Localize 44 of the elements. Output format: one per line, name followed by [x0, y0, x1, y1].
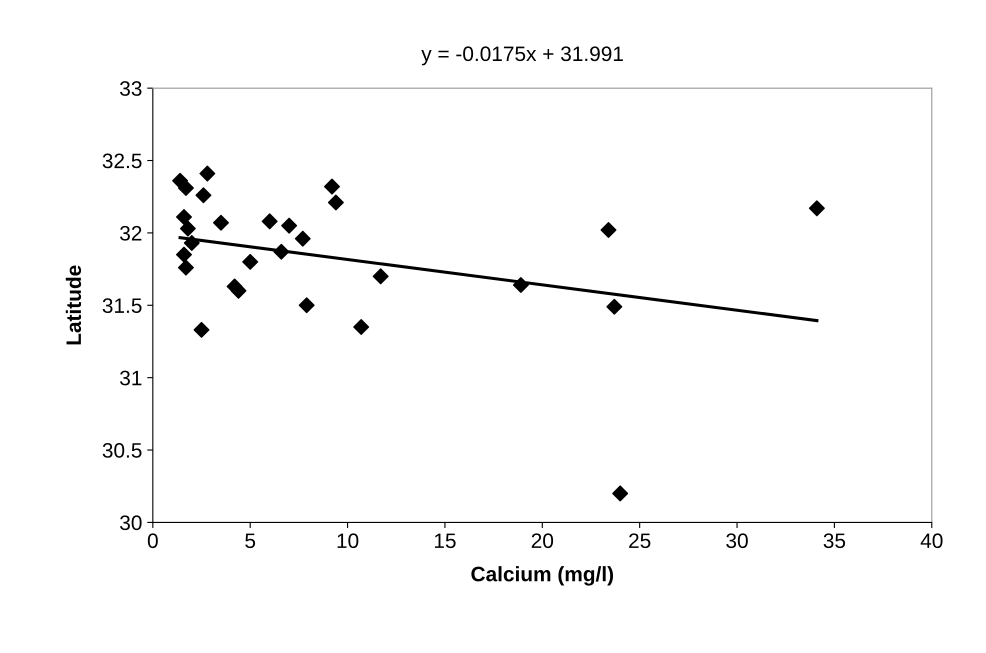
point: [294, 230, 311, 247]
point: [194, 322, 210, 338]
text: y = -0.0175x + 31.991: [421, 46, 623, 66]
point: [281, 218, 298, 234]
point: [180, 220, 196, 237]
point: [273, 244, 290, 260]
point: [353, 319, 370, 335]
point: [372, 268, 389, 284]
x-tick-label: 20: [532, 533, 554, 548]
x-tick-label: 5: [245, 534, 256, 548]
point: [606, 298, 622, 315]
y-tick-label: 30: [120, 515, 142, 530]
point: [328, 194, 344, 210]
x-axis-title: Calcium (mg/l): [471, 566, 614, 586]
x-tick-label: 40: [920, 533, 943, 548]
y-tick-label: 31: [120, 370, 142, 386]
x-tick-label: 25: [629, 533, 650, 548]
point: [176, 209, 192, 225]
y-tick-label: 31.5: [102, 298, 142, 314]
x-tick-label: 0: [148, 533, 158, 548]
y-tick-label: 32: [120, 226, 142, 241]
point: [512, 277, 529, 293]
x-tick-label: 15: [434, 534, 456, 548]
y-tick-label: 32.5: [102, 154, 142, 168]
point: [184, 235, 200, 252]
x-tick-label: 35: [824, 533, 846, 548]
point: [600, 222, 616, 238]
x-tick-label: 10: [338, 533, 358, 548]
point: [612, 485, 628, 502]
point: [199, 166, 216, 182]
point: [176, 246, 192, 263]
y-axis-title: Latitude: [66, 265, 82, 344]
point: [213, 214, 229, 231]
point: [808, 200, 825, 216]
point: [178, 180, 194, 196]
point: [242, 254, 258, 270]
point: [178, 260, 194, 276]
point: [195, 187, 212, 204]
y-tick-label: 33: [120, 81, 142, 96]
point: [262, 213, 278, 230]
y-tick-label: 30.5: [102, 443, 142, 458]
x-tick-label: 30: [726, 533, 748, 548]
point: [324, 178, 340, 195]
point: [298, 297, 315, 314]
